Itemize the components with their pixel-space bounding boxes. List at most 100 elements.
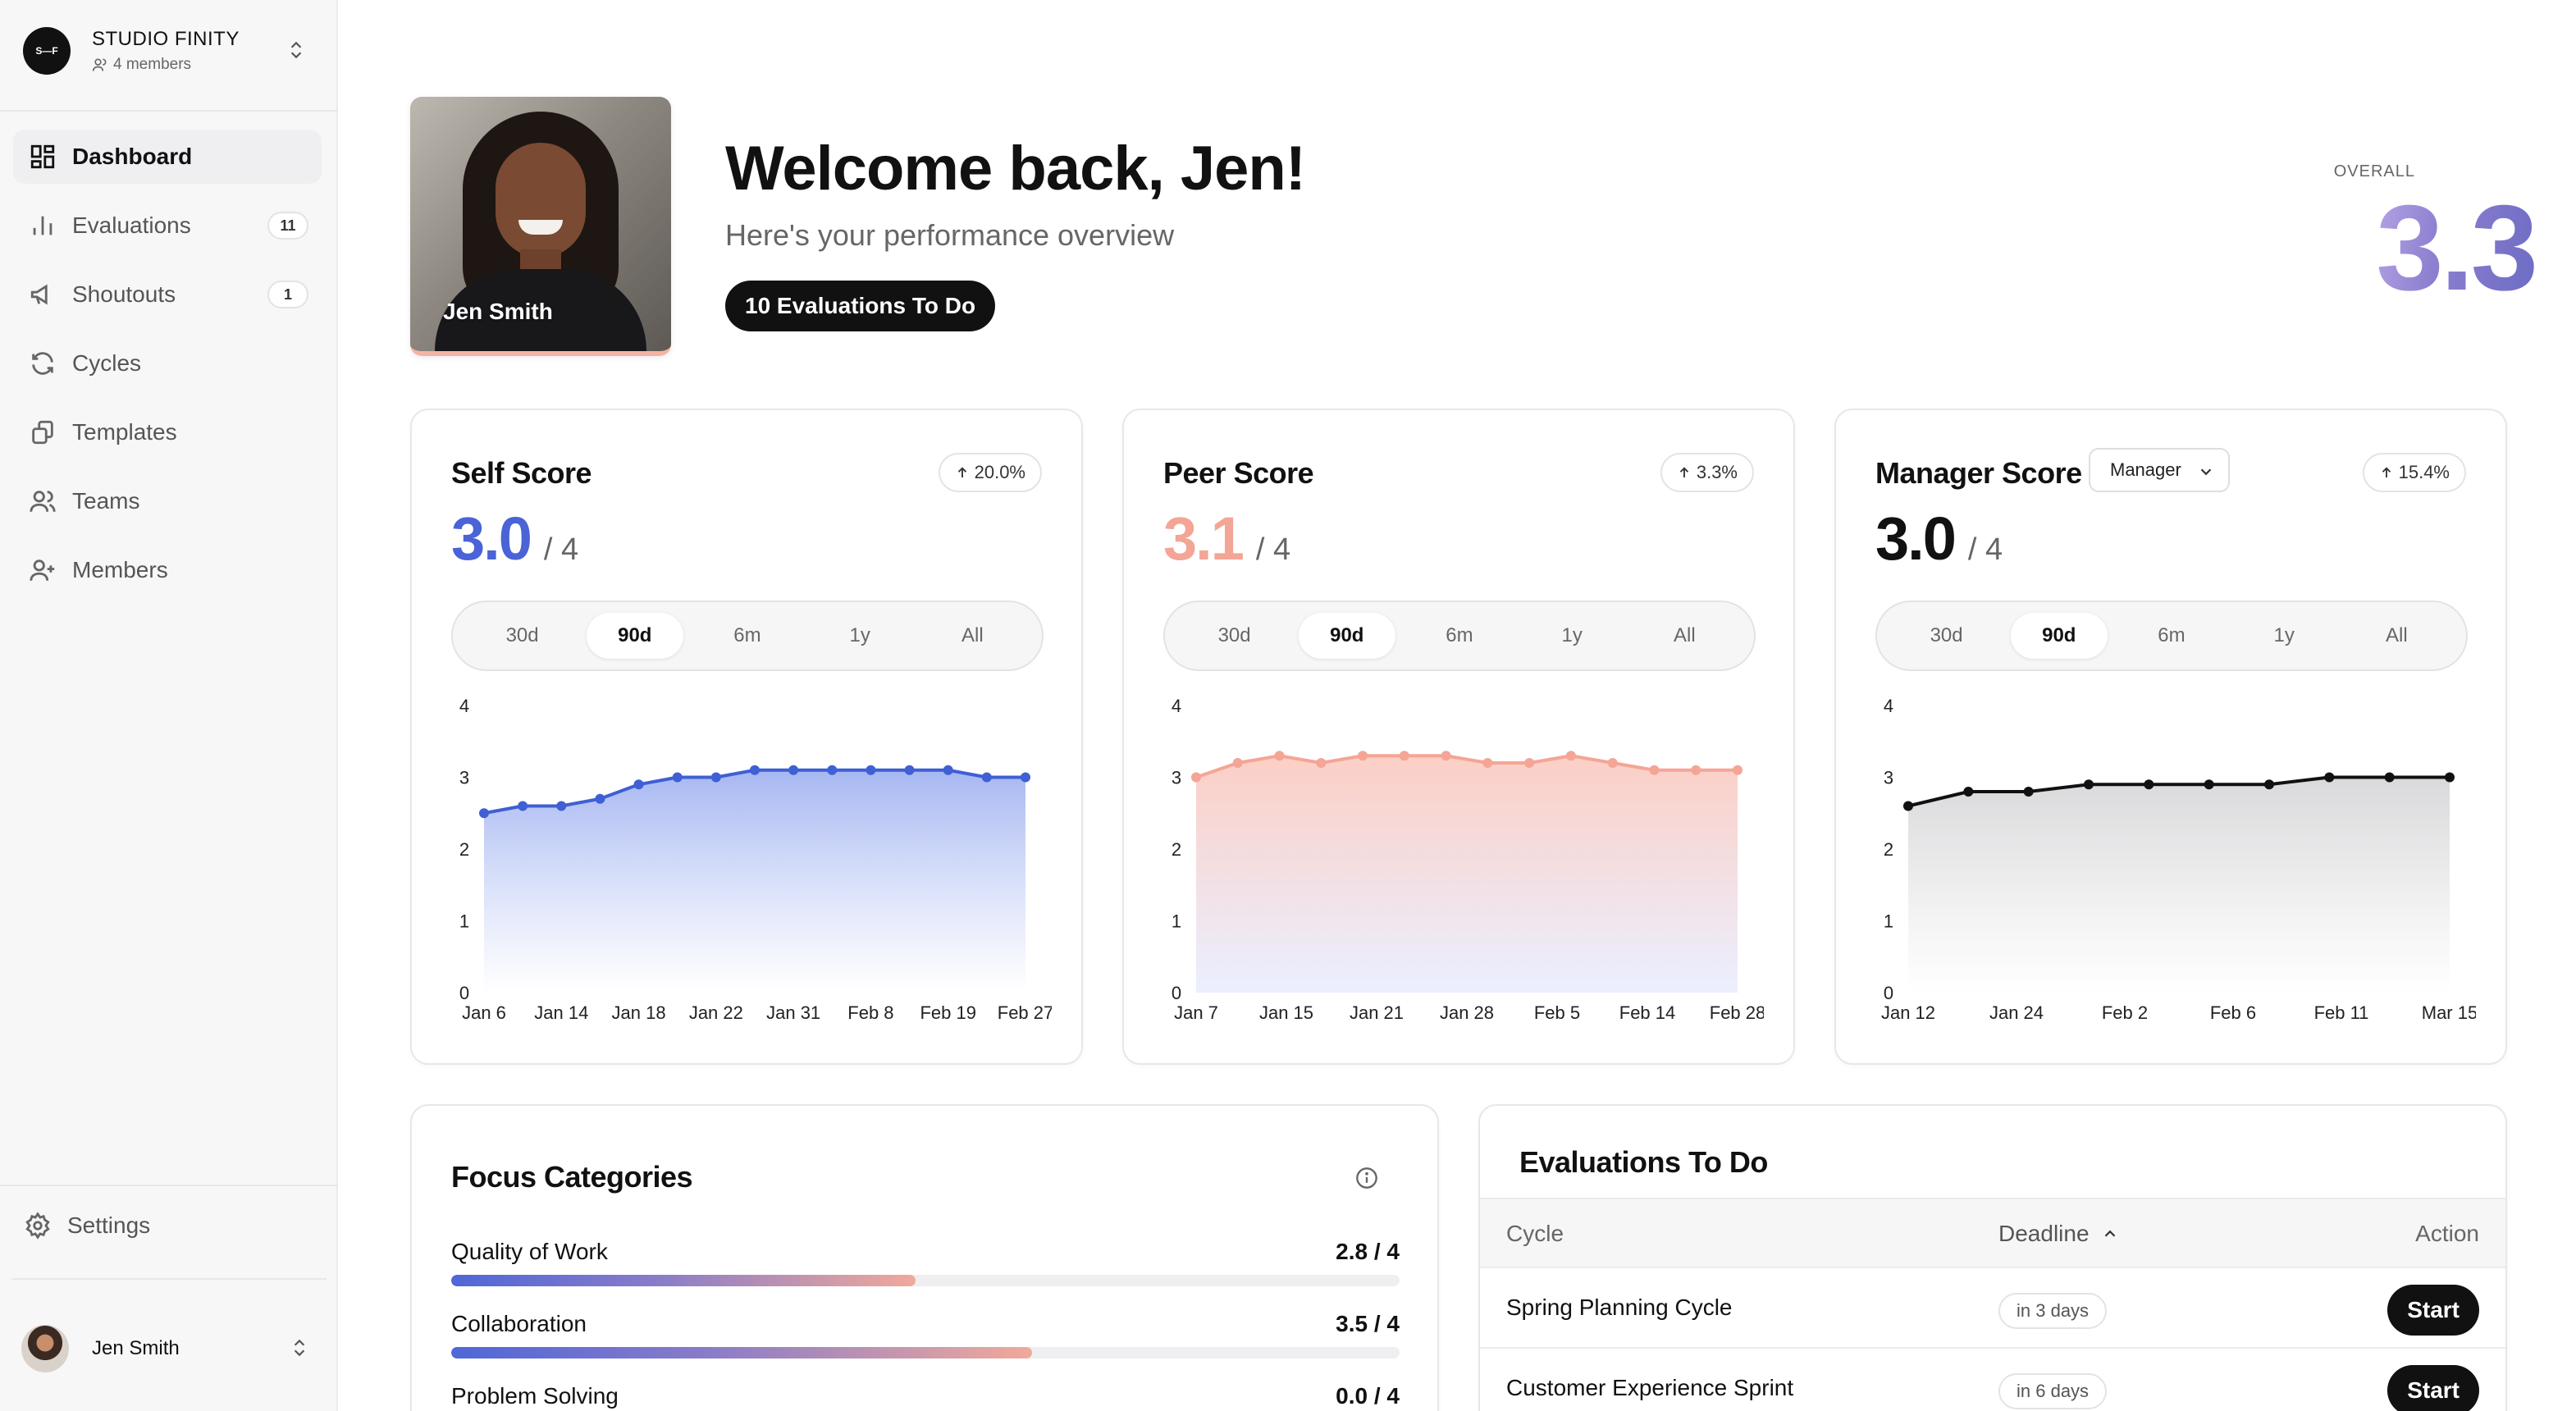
data-point[interactable] bbox=[1524, 758, 1535, 768]
range-6m[interactable]: 6m bbox=[2158, 624, 2185, 646]
sidebar-item-templates[interactable]: Templates bbox=[13, 405, 322, 459]
data-point[interactable] bbox=[1565, 751, 1576, 761]
data-point[interactable] bbox=[981, 772, 992, 783]
sidebar-item-members[interactable]: Members bbox=[13, 543, 322, 597]
sidebar-item-shoutouts[interactable]: Shoutouts 1 bbox=[13, 267, 322, 322]
evaluations-todo-button[interactable]: 10 Evaluations To Do bbox=[725, 281, 996, 331]
range-90d[interactable]: 90d bbox=[2010, 613, 2108, 659]
data-point[interactable] bbox=[2084, 779, 2094, 790]
range-1y[interactable]: 1y bbox=[1561, 624, 1583, 646]
data-point[interactable] bbox=[1441, 751, 1451, 761]
series-line bbox=[1195, 754, 1738, 779]
data-point[interactable] bbox=[2324, 772, 2335, 783]
sidebar-item-teams[interactable]: Teams bbox=[13, 474, 322, 528]
column-header-cycle[interactable]: Cycle bbox=[1506, 1221, 1564, 1246]
data-point[interactable] bbox=[827, 765, 838, 775]
range-30d[interactable]: 30d bbox=[1217, 624, 1251, 646]
range-all[interactable]: All bbox=[1674, 624, 1696, 646]
x-tick-label: Feb 6 bbox=[2210, 1002, 2256, 1023]
data-point[interactable] bbox=[904, 765, 915, 775]
start-button[interactable]: Start bbox=[2387, 1285, 2479, 1336]
change-badge: 15.4% bbox=[2362, 453, 2466, 492]
arrow-up-icon bbox=[2382, 467, 2391, 477]
range-1y[interactable]: 1y bbox=[849, 624, 870, 646]
data-point[interactable] bbox=[710, 772, 721, 783]
users-icon bbox=[28, 486, 57, 516]
data-point[interactable] bbox=[633, 779, 644, 790]
sidebar-item-label: Shoutouts bbox=[72, 281, 176, 307]
copy-icon bbox=[28, 418, 57, 447]
column-header-action: Action bbox=[2415, 1221, 2479, 1246]
range-all[interactable]: All bbox=[961, 624, 984, 646]
chevron-updown-icon[interactable] bbox=[285, 39, 307, 61]
y-tick-label: 4 bbox=[1884, 696, 1893, 716]
data-point[interactable] bbox=[1903, 801, 1913, 811]
data-point[interactable] bbox=[2204, 779, 2214, 790]
data-point[interactable] bbox=[788, 765, 799, 775]
data-point[interactable] bbox=[1607, 758, 1618, 768]
data-point[interactable] bbox=[479, 808, 489, 819]
data-point[interactable] bbox=[2445, 772, 2455, 783]
data-point[interactable] bbox=[1691, 765, 1701, 775]
data-point[interactable] bbox=[2144, 779, 2154, 790]
data-point[interactable] bbox=[2023, 787, 2034, 797]
x-tick-label: Feb 19 bbox=[920, 1002, 976, 1023]
range-6m[interactable]: 6m bbox=[1446, 624, 1473, 646]
overall-score: 3.3 bbox=[2376, 179, 2538, 318]
progress-track bbox=[451, 1347, 1400, 1358]
profile-photo-name: Jen Smith bbox=[443, 299, 553, 324]
y-tick-label: 2 bbox=[459, 839, 469, 860]
cycle-name: Customer Experience Sprint bbox=[1506, 1375, 1794, 1400]
card-title: Manager Score bbox=[1875, 456, 2082, 490]
org-switcher[interactable]: S—F STUDIO FINITY 4 members bbox=[23, 25, 315, 77]
data-point[interactable] bbox=[595, 793, 605, 804]
range-90d[interactable]: 90d bbox=[1298, 613, 1395, 659]
range-90d[interactable]: 90d bbox=[586, 613, 683, 659]
range-all[interactable]: All bbox=[2386, 624, 2408, 646]
divider bbox=[11, 1278, 327, 1280]
sidebar-item-dashboard[interactable]: Dashboard bbox=[13, 130, 322, 184]
data-point[interactable] bbox=[1021, 772, 1030, 783]
x-tick-label: Jan 6 bbox=[462, 1002, 506, 1023]
data-point[interactable] bbox=[1191, 772, 1201, 783]
data-point[interactable] bbox=[1482, 758, 1493, 768]
data-point[interactable] bbox=[1232, 758, 1243, 768]
y-tick-label: 1 bbox=[1884, 911, 1893, 932]
info-icon[interactable] bbox=[1355, 1167, 1378, 1190]
range-30d[interactable]: 30d bbox=[505, 624, 539, 646]
arrow-up-icon bbox=[1679, 467, 1689, 477]
range-6m[interactable]: 6m bbox=[733, 624, 761, 646]
data-point[interactable] bbox=[556, 801, 567, 811]
sidebar-item-settings[interactable]: Settings bbox=[23, 1211, 150, 1240]
start-button[interactable]: Start bbox=[2387, 1365, 2479, 1411]
sidebar-item-evaluations[interactable]: Evaluations 11 bbox=[13, 199, 322, 253]
org-member-count: 4 members bbox=[113, 56, 192, 73]
data-point[interactable] bbox=[518, 801, 528, 811]
data-point[interactable] bbox=[2384, 772, 2395, 783]
data-point[interactable] bbox=[1316, 758, 1327, 768]
reviewer-select[interactable]: Manager bbox=[2089, 448, 2230, 492]
user-menu[interactable]: Jen Smith bbox=[21, 1322, 317, 1375]
data-point[interactable] bbox=[750, 765, 760, 775]
data-point[interactable] bbox=[672, 772, 683, 783]
sidebar-item-label: Teams bbox=[72, 488, 140, 514]
chevron-down-icon bbox=[2200, 468, 2212, 476]
column-header-deadline[interactable]: Deadline bbox=[1998, 1221, 2119, 1247]
score-max: / 4 bbox=[1255, 532, 1291, 567]
data-point[interactable] bbox=[2264, 779, 2274, 790]
range-30d[interactable]: 30d bbox=[1930, 624, 1963, 646]
sidebar-item-cycles[interactable]: Cycles bbox=[13, 336, 322, 390]
data-point[interactable] bbox=[866, 765, 876, 775]
data-point[interactable] bbox=[1358, 751, 1368, 761]
data-point[interactable] bbox=[1649, 765, 1660, 775]
data-point[interactable] bbox=[1274, 751, 1285, 761]
x-tick-label: Jan 7 bbox=[1174, 1002, 1218, 1023]
chevron-updown-icon[interactable] bbox=[289, 1337, 310, 1358]
data-point[interactable] bbox=[943, 765, 953, 775]
data-point[interactable] bbox=[1733, 765, 1742, 775]
range-1y[interactable]: 1y bbox=[2273, 624, 2295, 646]
data-point[interactable] bbox=[1399, 751, 1409, 761]
data-point[interactable] bbox=[1963, 787, 1974, 797]
card-title: Peer Score bbox=[1163, 456, 1314, 490]
x-tick-label: Feb 14 bbox=[1619, 1002, 1676, 1023]
